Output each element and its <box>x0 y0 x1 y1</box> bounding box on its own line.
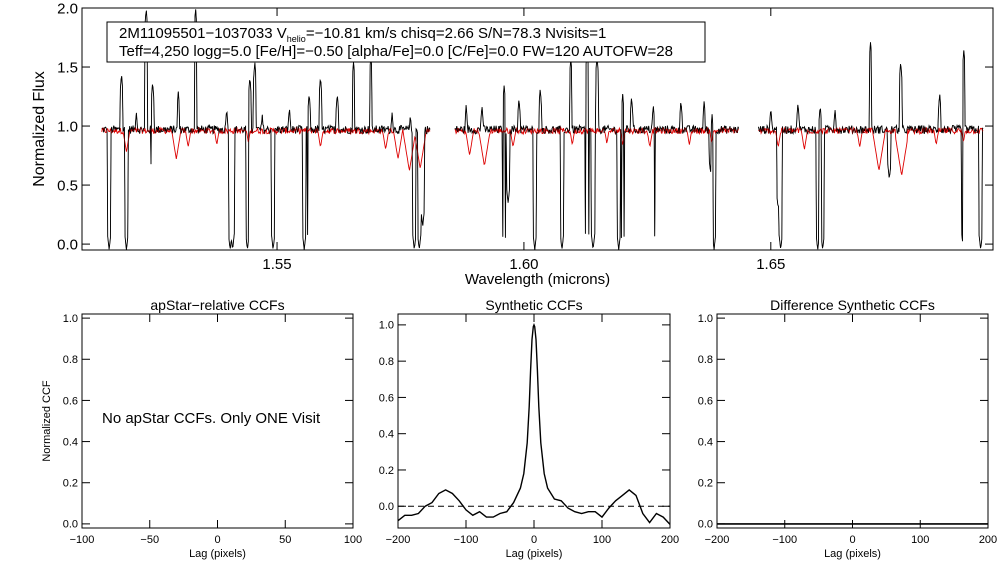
info-box <box>106 21 706 63</box>
ccf-x-axis-label: Lag (pixels) <box>506 548 563 560</box>
ccf2-xtick-label: 0 <box>531 534 537 546</box>
model-spectrum-line <box>758 126 984 175</box>
spectrum-panel: 1.55 1.60 1.65 0.0 0.5 1.0 1.5 2.0 Wavelength (m… <box>31 0 994 288</box>
ccf1-ytick-label: 1.0 <box>63 313 78 325</box>
ccf2-ytick-label: 1.0 <box>379 320 394 332</box>
ccf1-ytick-label: 0.8 <box>63 354 78 366</box>
observed-spectrum-overlay <box>758 42 984 250</box>
ccf1-ytick-label: 0.2 <box>63 478 78 490</box>
spectrum-ytick-label: 0.5 <box>57 177 78 194</box>
plot-frame <box>81 7 994 251</box>
ccf3-ytick-label: 0.6 <box>698 395 713 407</box>
synthetic-ccf-panel: −200 −100 0 100 200 0.0 0.2 0.4 0.6 0.8 1.0 Synthet… <box>379 297 679 560</box>
ccf-x-axis-label: Lag (pixels) <box>824 548 881 560</box>
ccf-curve <box>397 322 671 525</box>
difference-ccf-panel: −200 −100 0 100 200 0.0 0.2 0.4 0.6 0.8 1.0 Differe… <box>698 297 997 560</box>
ccf2-ytick-label: 0.2 <box>379 465 394 477</box>
ccf2-ytick-label: 0.8 <box>379 356 394 368</box>
ccf3-xtick-label: 200 <box>979 534 997 546</box>
ccf3-xtick-label: 100 <box>911 534 929 546</box>
spectrum-xtick-label: 1.60 <box>509 256 538 273</box>
ccf1-ytick-label: 0.0 <box>63 519 78 531</box>
ccf-y-axis-label: Normalized CCF <box>41 380 53 462</box>
ccf3-xtick-label: 0 <box>849 534 855 546</box>
spectrum-x-axis-label: Wavelength (microns) <box>465 271 610 288</box>
ccf1-xtick-label: −50 <box>140 534 159 546</box>
plot-frame <box>397 313 671 529</box>
ccf2-xtick-label: −200 <box>386 534 411 546</box>
ccf3-ytick-label: 1.0 <box>698 313 713 325</box>
ccf2-ytick-label: 0.4 <box>379 429 394 441</box>
info-line-2: Teff=4,250 logg=5.0 [Fe/H]=−0.50 [alpha/… <box>119 43 673 60</box>
spectrum-ytick-label: 0.0 <box>57 236 78 253</box>
ccf-x-axis-label: Lag (pixels) <box>189 548 246 560</box>
ccf3-ytick-label: 0.4 <box>698 436 713 448</box>
ccf2-xtick-label: −100 <box>454 534 479 546</box>
ccf-panel-title: Synthetic CCFs <box>485 297 582 313</box>
ccf1-xtick-label: 0 <box>214 534 220 546</box>
ccf3-xtick-label: −200 <box>705 534 730 546</box>
ccf1-xtick-label: −100 <box>70 534 95 546</box>
ccf-panel-title: apStar−relative CCFs <box>150 297 284 313</box>
no-ccf-annotation: No apStar CCFs. Only ONE Visit <box>102 410 321 427</box>
apstar-ccf-panel: −100 −50 0 50 100 0.0 0.2 0.4 0.6 0.8 1.0 apStar−re… <box>41 297 362 560</box>
observed-spectrum-overlay <box>454 52 739 250</box>
plot-frame <box>716 313 989 529</box>
observed-spectrum-line <box>454 52 740 250</box>
ccf2-ytick-label: 0.6 <box>379 392 394 404</box>
spectrum-ytick-label: 1.0 <box>57 118 78 135</box>
ccf3-ytick-label: 0.8 <box>698 354 713 366</box>
ccf2-ytick-label: 0.0 <box>379 501 394 513</box>
observed-spectrum-line <box>758 42 984 250</box>
ccf-panel-title: Difference Synthetic CCFs <box>770 297 935 313</box>
ccf1-xtick-label: 100 <box>344 534 362 546</box>
ccf1-ytick-label: 0.6 <box>63 395 78 407</box>
observed-spectrum-overlay <box>101 9 431 250</box>
info-line-1: 2M11095501−1037033 Vhelio=−10.81 km/s ch… <box>119 25 606 44</box>
ccf2-xtick-label: 200 <box>661 534 679 546</box>
ccf2-xtick-label: 100 <box>593 534 611 546</box>
ccf3-ytick-label: 0.2 <box>698 478 713 490</box>
spectrum-ytick-label: 2.0 <box>57 0 78 17</box>
spectrum-xtick-label: 1.55 <box>262 256 291 273</box>
spectrum-ytick-label: 1.5 <box>57 59 78 76</box>
spectrum-y-axis-label: Normalized Flux <box>31 71 48 187</box>
ccf3-ytick-label: 0.0 <box>698 519 713 531</box>
ccf1-xtick-label: 50 <box>279 534 291 546</box>
ccf1-ytick-label: 0.4 <box>63 436 78 448</box>
ccf3-xtick-label: −100 <box>772 534 797 546</box>
model-spectrum-line <box>454 126 740 166</box>
spectrum-xtick-label: 1.65 <box>756 256 785 273</box>
